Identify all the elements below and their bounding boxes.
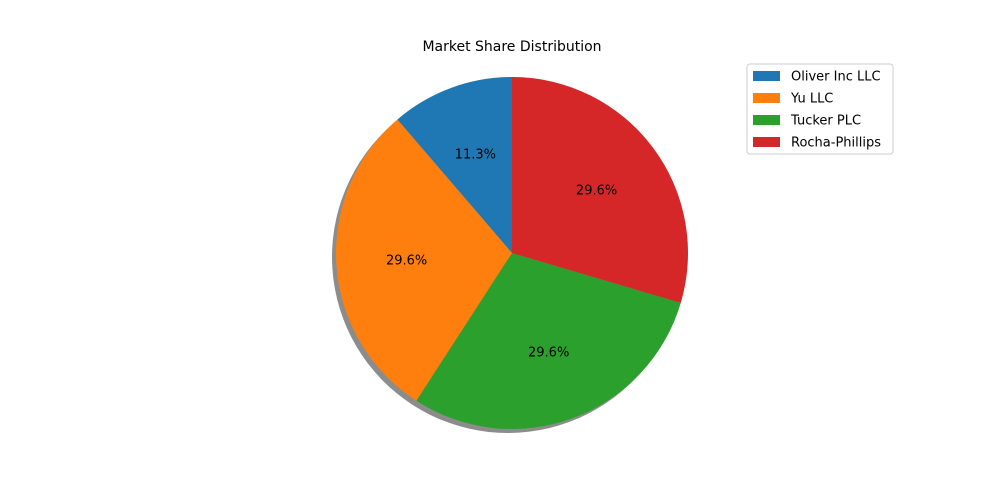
slice-tucker-plc: [416, 253, 681, 429]
slice-oliver-inc-llc: [397, 77, 512, 253]
legend-frame: [746, 63, 894, 155]
legend-label-oliver-inc-llc: Oliver Inc LLC: [791, 70, 881, 85]
legend-swatch-rocha-phillips: [753, 137, 780, 147]
legend-swatch-tucker-plc: [753, 115, 780, 125]
percent-label-yu-llc: 29.6%: [386, 254, 427, 269]
legend: Oliver Inc LLC Yu LLC Tucker PLC Rocha-Phil…: [746, 63, 894, 155]
legend-label-yu-llc: Yu LLC: [790, 92, 833, 107]
legend-label-tucker-plc: Tucker PLC: [790, 114, 861, 129]
percent-label-tucker-plc: 29.6%: [528, 346, 569, 361]
slice-yu-llc: [336, 119, 512, 401]
slice-rocha-phillips: [512, 77, 688, 303]
legend-swatch-oliver-inc-llc: [753, 71, 780, 81]
chart-title: Market Share Distribution: [422, 39, 601, 55]
legend-label-rocha-phillips: Rocha-Phillips: [791, 136, 881, 151]
pie-slices: [336, 77, 688, 429]
legend-swatch-yu-llc: [753, 93, 780, 103]
percent-label-oliver-inc-llc: 11.3%: [455, 147, 496, 162]
percent-label-rocha-phillips: 29.6%: [576, 183, 617, 198]
pie-percent-labels: 11.3% 29.6% 29.6% 29.6%: [386, 147, 617, 360]
